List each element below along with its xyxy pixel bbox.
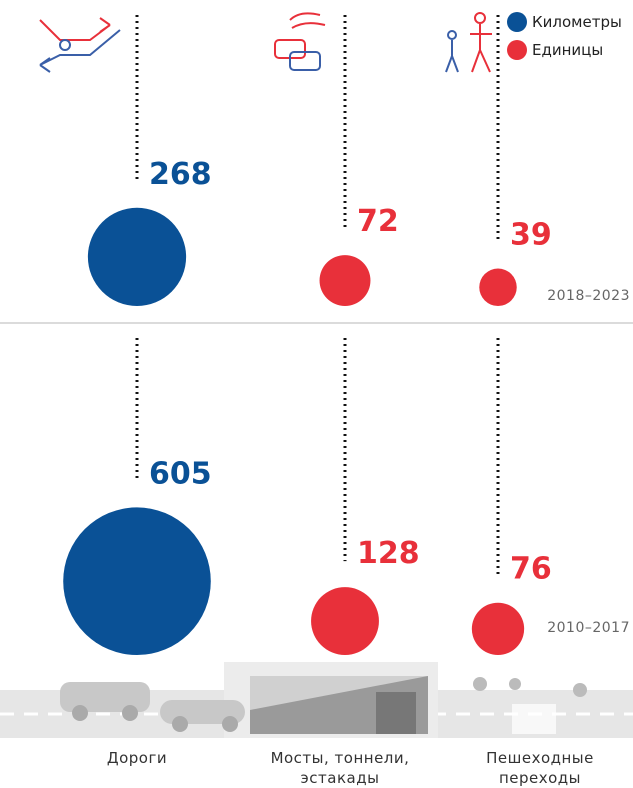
period-label: 2010–2017 xyxy=(547,620,630,636)
value-label: 76 xyxy=(510,552,552,587)
bubble xyxy=(311,587,379,656)
period-label: 2018–2023 xyxy=(547,288,630,304)
value-label: 605 xyxy=(149,456,212,491)
value-label: 128 xyxy=(357,536,420,571)
bubble xyxy=(319,255,371,306)
category-label: Дороги xyxy=(106,749,168,767)
value-label: 39 xyxy=(510,218,552,253)
legend-swatch xyxy=(507,12,527,32)
bubble xyxy=(471,602,525,655)
bubble xyxy=(479,268,517,306)
legend-label: Километры xyxy=(532,13,622,31)
category-label: Пешеходные переходы xyxy=(486,749,594,787)
legend-swatch xyxy=(507,40,527,60)
value-label: 72 xyxy=(357,204,399,239)
bubble xyxy=(63,507,211,655)
icons xyxy=(39,12,492,73)
category-label: Мосты, тоннели, эстакады xyxy=(270,749,410,787)
bubble xyxy=(87,207,187,306)
road-illustration xyxy=(0,662,633,738)
value-label: 268 xyxy=(149,157,212,192)
legend-label: Единицы xyxy=(532,41,603,59)
